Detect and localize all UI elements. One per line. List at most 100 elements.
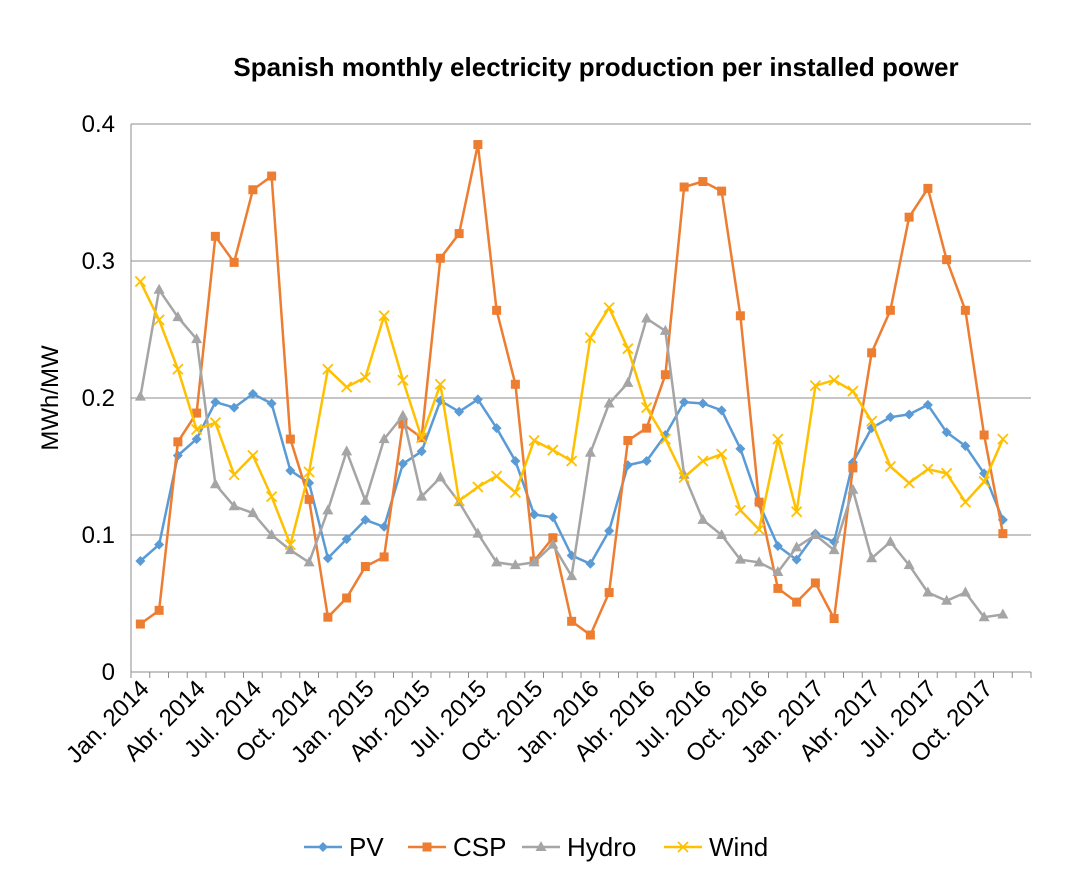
data-point xyxy=(473,140,483,150)
data-point xyxy=(379,552,389,562)
data-point xyxy=(134,390,146,401)
data-point xyxy=(434,471,446,482)
data-point xyxy=(903,477,915,489)
series-line xyxy=(139,281,1005,546)
data-point xyxy=(734,504,747,516)
data-point xyxy=(318,842,328,852)
data-point xyxy=(153,314,165,326)
data-point xyxy=(809,380,822,392)
data-point xyxy=(677,841,689,853)
data-point xyxy=(398,419,408,429)
data-point xyxy=(360,514,371,525)
data-point xyxy=(904,409,915,420)
data-point xyxy=(490,470,503,482)
data-point xyxy=(454,406,465,417)
data-point xyxy=(941,427,952,438)
data-point xyxy=(547,512,558,523)
data-point xyxy=(154,539,165,550)
data-point xyxy=(959,586,971,597)
data-point xyxy=(979,430,989,440)
legend-label: Wind xyxy=(709,832,768,862)
data-point xyxy=(622,343,634,355)
data-point xyxy=(510,379,520,389)
data-point xyxy=(378,310,390,322)
legend-label: PV xyxy=(349,832,384,862)
data-point xyxy=(809,529,821,539)
data-point xyxy=(190,423,203,436)
data-point xyxy=(847,385,859,397)
data-point xyxy=(509,486,522,499)
data-point xyxy=(641,312,653,323)
data-point xyxy=(265,491,278,503)
data-point xyxy=(716,405,727,416)
data-point xyxy=(210,231,220,241)
data-point xyxy=(491,423,502,434)
data-point xyxy=(604,588,614,598)
data-point xyxy=(359,494,371,505)
data-point xyxy=(360,562,370,572)
data-point xyxy=(885,412,896,423)
data-point xyxy=(997,433,1009,445)
data-point xyxy=(697,513,709,524)
data-point xyxy=(679,182,689,192)
y-tick-label: 0.4 xyxy=(82,111,115,138)
data-point xyxy=(922,586,934,597)
data-point xyxy=(509,559,521,570)
data-point xyxy=(828,544,840,555)
data-point xyxy=(267,171,277,181)
data-point xyxy=(753,523,765,536)
y-tick-label: 0 xyxy=(102,659,115,686)
data-point xyxy=(623,435,633,445)
data-point xyxy=(359,371,372,384)
data-point xyxy=(304,494,314,504)
data-point xyxy=(716,529,728,539)
data-point xyxy=(585,558,596,569)
data-point xyxy=(472,527,484,538)
data-point xyxy=(247,449,259,462)
data-point xyxy=(341,534,352,545)
data-point xyxy=(229,402,240,413)
series-group xyxy=(134,140,1009,640)
data-point xyxy=(754,497,764,507)
legend-label: Hydro xyxy=(567,832,636,862)
data-point xyxy=(659,324,671,335)
data-point xyxy=(735,443,746,454)
y-axis-label: MWh/MW xyxy=(37,345,64,451)
data-point xyxy=(492,305,502,315)
data-point xyxy=(284,538,297,551)
data-point xyxy=(734,553,746,564)
data-point xyxy=(191,434,202,445)
data-point xyxy=(454,229,464,239)
y-tick-label: 0.1 xyxy=(82,522,115,549)
data-point xyxy=(904,212,914,222)
data-point xyxy=(209,478,221,489)
data-point xyxy=(397,374,409,386)
data-point xyxy=(604,525,615,536)
data-point xyxy=(209,417,222,429)
chart-title: Spanish monthly electricity production p… xyxy=(233,52,958,82)
data-point xyxy=(210,397,221,408)
data-point xyxy=(810,578,820,588)
data-point xyxy=(323,612,333,622)
data-point xyxy=(753,556,765,567)
data-point xyxy=(434,378,447,390)
data-point xyxy=(585,630,595,640)
series-hydro xyxy=(134,283,1009,622)
data-point xyxy=(867,348,877,358)
data-point xyxy=(829,614,839,624)
data-point xyxy=(566,570,578,581)
data-point xyxy=(998,529,1008,539)
data-point xyxy=(247,388,258,399)
data-point xyxy=(228,500,240,511)
data-point xyxy=(565,455,578,467)
legend-item-csp: CSP xyxy=(408,832,506,862)
data-point xyxy=(154,605,164,615)
data-point xyxy=(229,257,239,267)
data-point xyxy=(172,311,184,322)
data-point xyxy=(285,434,295,444)
data-point xyxy=(510,456,521,467)
data-point xyxy=(960,305,970,315)
data-point xyxy=(791,541,803,552)
x-axis xyxy=(130,124,1032,678)
data-point xyxy=(978,475,990,488)
